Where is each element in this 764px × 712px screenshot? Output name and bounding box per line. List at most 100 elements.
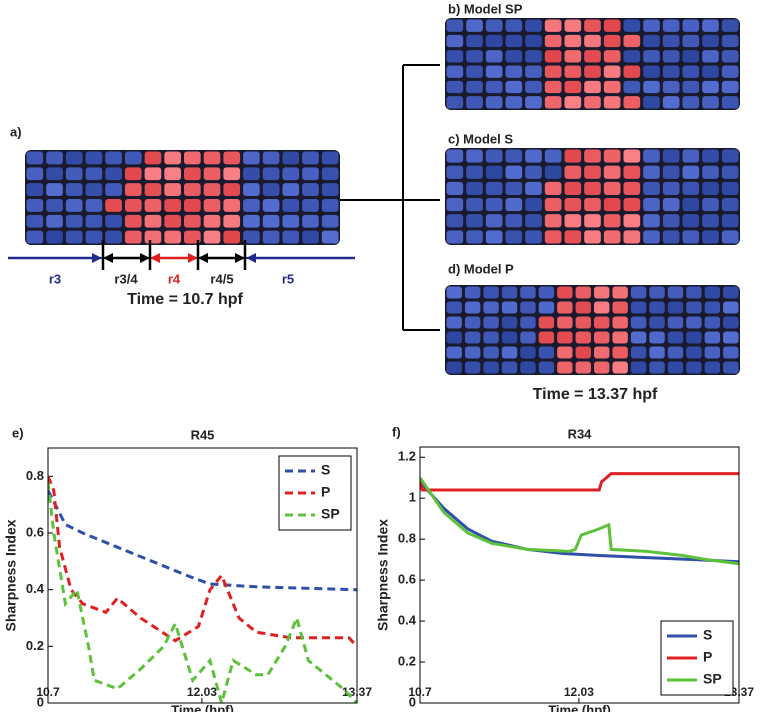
cell <box>65 214 83 228</box>
cell <box>702 230 719 244</box>
cell <box>612 286 628 299</box>
cell <box>282 183 300 196</box>
plot-frame <box>47 447 358 704</box>
cell <box>525 19 542 32</box>
cell <box>721 65 739 78</box>
cell <box>485 50 503 63</box>
cell <box>26 151 44 165</box>
cell <box>321 183 339 196</box>
cell <box>603 80 621 94</box>
cell <box>594 346 610 359</box>
series-line <box>48 481 357 703</box>
cell <box>466 65 483 78</box>
cell <box>584 50 601 63</box>
cell <box>446 301 462 314</box>
cell <box>564 165 582 179</box>
cell <box>623 50 641 63</box>
cell <box>505 149 523 163</box>
cell <box>525 80 542 94</box>
cell <box>575 286 591 299</box>
cell <box>584 230 601 244</box>
cell <box>501 331 518 344</box>
cell <box>564 230 582 244</box>
cell <box>501 361 518 374</box>
cell <box>662 198 680 212</box>
cell <box>702 34 719 48</box>
cell <box>184 151 201 165</box>
cell <box>538 316 555 329</box>
cell <box>85 183 103 196</box>
cell <box>623 149 641 163</box>
cell <box>723 316 739 329</box>
cell <box>643 50 660 63</box>
cell <box>623 198 641 212</box>
cell <box>721 80 739 94</box>
connector <box>340 64 440 331</box>
cell <box>466 181 483 195</box>
cell <box>643 80 660 94</box>
cell <box>124 167 142 181</box>
cell <box>164 183 181 196</box>
plot-frame <box>419 446 740 704</box>
cell <box>85 151 103 165</box>
cell <box>505 214 523 228</box>
cell <box>282 230 300 244</box>
cell <box>505 50 523 63</box>
cell <box>702 165 719 179</box>
cell <box>682 149 700 163</box>
cell <box>302 230 319 244</box>
cell <box>575 316 591 329</box>
cell <box>144 214 162 228</box>
legend-label: S <box>321 462 330 478</box>
x-axis-label: Time (hpf) <box>548 703 611 712</box>
cell <box>662 34 680 48</box>
cell <box>584 198 601 212</box>
cell <box>144 230 162 244</box>
cell <box>446 331 462 344</box>
cell <box>544 230 562 244</box>
cell <box>164 199 181 212</box>
cell <box>262 151 280 165</box>
cell <box>643 19 660 32</box>
cell <box>702 80 719 94</box>
region-label: r3 <box>49 271 61 286</box>
cell <box>557 331 573 344</box>
legend-label: SP <box>321 506 340 522</box>
cell <box>262 167 280 181</box>
cell <box>466 80 483 94</box>
cell <box>446 96 464 109</box>
cell <box>584 80 601 94</box>
cell <box>124 151 142 165</box>
y-tick-label: 0.2 <box>26 638 44 653</box>
cell <box>667 316 684 329</box>
cell <box>144 151 162 165</box>
y-tick-label: 1.2 <box>398 449 416 464</box>
cell <box>223 214 241 228</box>
cell <box>505 65 523 78</box>
cell <box>612 301 628 314</box>
tissue <box>445 285 740 375</box>
cell <box>623 80 641 94</box>
cell <box>466 34 483 48</box>
cell <box>662 149 680 163</box>
cell <box>721 149 739 163</box>
cell <box>594 286 610 299</box>
cell <box>501 286 518 299</box>
cell <box>446 230 464 244</box>
cell <box>704 331 721 344</box>
cell <box>164 167 181 181</box>
cell <box>525 198 542 212</box>
cell <box>483 286 499 299</box>
cell <box>594 331 610 344</box>
cell <box>505 80 523 94</box>
legend-label: SP <box>703 671 722 687</box>
cell <box>466 50 483 63</box>
cell <box>483 301 499 314</box>
cell <box>594 361 610 374</box>
cell <box>723 346 739 359</box>
cell <box>544 50 562 63</box>
cell <box>643 198 660 212</box>
legend-label: P <box>321 484 330 500</box>
cell <box>520 346 536 359</box>
cell <box>223 151 241 165</box>
